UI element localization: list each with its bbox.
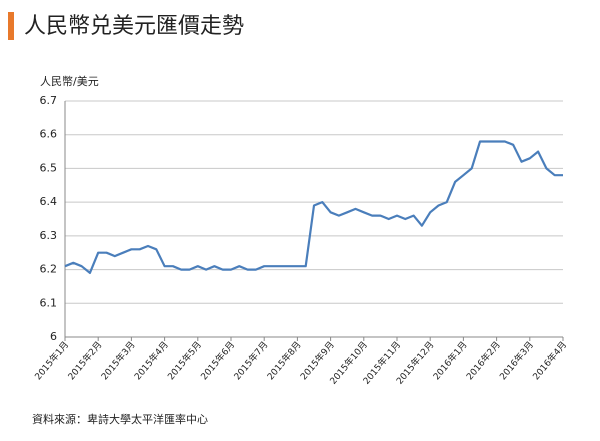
y-tick-label: 6.5 — [40, 161, 58, 174]
x-tick-label: 2016年3月 — [497, 339, 536, 382]
x-tick-label: 2015年9月 — [298, 339, 337, 382]
x-tick-label: 2015年3月 — [98, 339, 137, 382]
chart-title: 人民幣兑美元匯價走勢 — [24, 14, 244, 39]
y-tick-label: 6.3 — [40, 229, 58, 242]
y-tick-label: 6.2 — [40, 263, 58, 276]
data-line — [64, 140, 563, 274]
x-tick-label: 2016年2月 — [464, 339, 503, 382]
title-accent — [8, 12, 14, 40]
x-tick-label: 2015年8月 — [264, 339, 303, 382]
x-tick-label: 2015年1月 — [32, 339, 71, 382]
y-tick-label: 6 — [50, 330, 57, 343]
y-tick-label: 6.7 — [40, 94, 58, 107]
y-tick-label: 6.1 — [40, 296, 58, 309]
x-tick-label: 2015年6月 — [198, 339, 237, 382]
x-tick-label: 2016年4月 — [530, 339, 569, 382]
x-tick-label: 2015年2月 — [65, 339, 104, 382]
x-tick-label: 2016年1月 — [430, 339, 469, 382]
x-tick-label: 2015年7月 — [231, 339, 270, 382]
y-axis-label: 人民幣/美元 — [40, 75, 99, 88]
x-tick-label: 2015年5月 — [165, 339, 204, 382]
y-tick-label: 6.4 — [40, 195, 58, 208]
x-tick-label: 2015年4月 — [132, 339, 171, 382]
source: 資料來源：卑詩大學太平洋匯率中心 — [32, 412, 208, 426]
y-tick-label: 6.6 — [40, 128, 58, 141]
